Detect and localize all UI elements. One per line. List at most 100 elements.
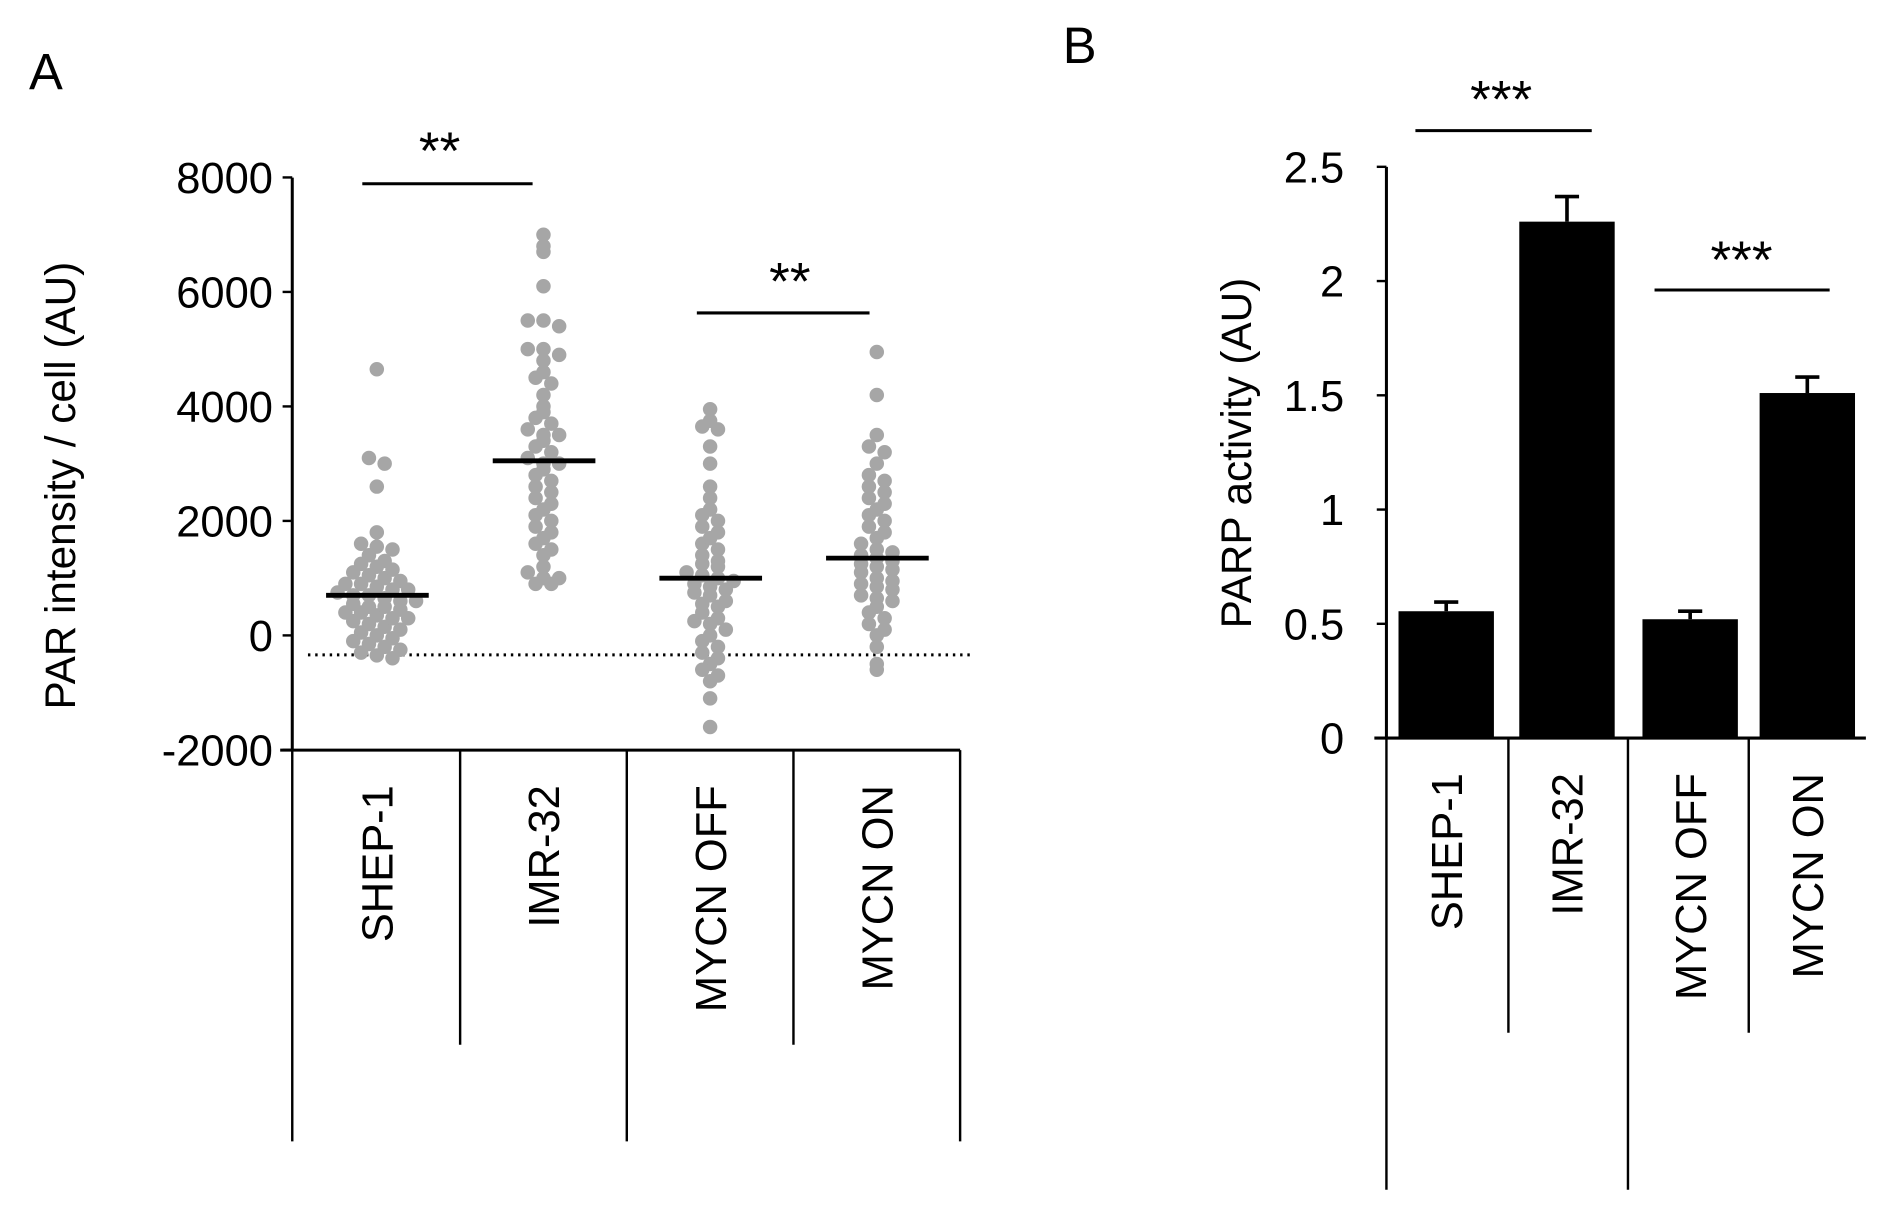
data-point bbox=[536, 278, 551, 294]
data-point bbox=[695, 633, 710, 649]
data-point bbox=[393, 622, 408, 637]
data-point bbox=[877, 485, 892, 500]
data-point bbox=[869, 456, 885, 471]
category-label: IMR-32 bbox=[1545, 773, 1593, 916]
data-point bbox=[853, 536, 869, 552]
data-point bbox=[544, 444, 559, 460]
data-point bbox=[702, 439, 718, 454]
data-point bbox=[869, 344, 885, 360]
data-point bbox=[710, 553, 726, 569]
data-point bbox=[885, 573, 900, 589]
data-point bbox=[869, 639, 885, 655]
data-point bbox=[544, 473, 559, 489]
data-point bbox=[718, 593, 734, 609]
y-tick-label: 1.5 bbox=[1284, 373, 1344, 421]
y-tick-label: 0.5 bbox=[1284, 602, 1344, 650]
category-label: MYCN OFF bbox=[1668, 773, 1716, 1000]
data-point bbox=[346, 633, 361, 649]
data-point bbox=[861, 519, 877, 534]
data-point bbox=[877, 444, 892, 460]
data-point bbox=[702, 413, 718, 428]
y-tick-label: -2000 bbox=[162, 728, 273, 776]
data-point bbox=[544, 542, 559, 557]
data-point bbox=[551, 427, 567, 443]
data-point bbox=[544, 376, 559, 391]
significance-label: *** bbox=[1710, 231, 1772, 290]
data-point bbox=[877, 525, 892, 540]
data-point bbox=[338, 576, 353, 592]
data-point bbox=[710, 513, 726, 529]
category-label: SHEP-1 bbox=[355, 785, 403, 942]
data-point bbox=[702, 691, 718, 706]
data-point bbox=[393, 573, 408, 589]
data-point bbox=[536, 570, 551, 586]
data-point bbox=[536, 353, 551, 368]
data-point bbox=[869, 387, 885, 403]
data-point bbox=[869, 662, 885, 677]
data-point bbox=[536, 238, 551, 254]
y-tick-label: 2.5 bbox=[1284, 145, 1344, 193]
data-point bbox=[536, 559, 551, 574]
data-point bbox=[369, 525, 385, 540]
data-point bbox=[861, 439, 877, 454]
data-point bbox=[877, 622, 892, 637]
y-tick-label: 0 bbox=[1320, 716, 1344, 764]
data-point bbox=[702, 479, 718, 494]
data-point bbox=[536, 313, 551, 328]
y-axis-label-b: PARP activity (AU) bbox=[1213, 278, 1260, 629]
y-tick-label: 0 bbox=[249, 613, 273, 661]
significance-label: *** bbox=[1470, 70, 1532, 129]
data-point bbox=[861, 479, 877, 494]
data-point bbox=[369, 361, 385, 377]
data-point bbox=[861, 490, 877, 506]
data-point bbox=[528, 479, 543, 494]
category-label: SHEP-1 bbox=[1424, 773, 1472, 930]
category-label: MYCN ON bbox=[1785, 773, 1833, 978]
data-point bbox=[718, 622, 734, 637]
data-point bbox=[369, 479, 385, 494]
y-tick-label: 6000 bbox=[176, 270, 273, 318]
data-point bbox=[369, 648, 385, 663]
data-point bbox=[695, 519, 710, 534]
bar bbox=[1642, 619, 1738, 739]
data-point bbox=[385, 542, 400, 557]
data-point bbox=[544, 496, 559, 511]
data-point bbox=[885, 593, 900, 609]
data-point bbox=[536, 387, 551, 403]
significance-label: ** bbox=[769, 253, 810, 312]
y-tick-label: 2000 bbox=[176, 499, 273, 547]
data-point bbox=[544, 485, 559, 500]
data-point bbox=[702, 502, 718, 517]
data-point bbox=[702, 719, 718, 735]
data-point bbox=[536, 427, 551, 443]
y-tick-label: 8000 bbox=[176, 155, 273, 203]
data-point bbox=[385, 651, 400, 666]
data-point bbox=[520, 422, 536, 437]
category-label: IMR-32 bbox=[521, 785, 569, 928]
panel-b: B PARP activity (AU) 2.5 2 1.5 1 0.5 0 SHEP-1… bbox=[1063, 17, 1866, 1190]
data-point bbox=[536, 364, 551, 380]
data-point bbox=[520, 341, 536, 357]
data-point bbox=[710, 610, 726, 626]
category-label: MYCN OFF bbox=[688, 785, 736, 1012]
data-point bbox=[695, 548, 710, 563]
data-point bbox=[710, 639, 726, 655]
data-point bbox=[361, 599, 377, 615]
y-tick-label: 1 bbox=[1320, 487, 1344, 535]
bar bbox=[1398, 611, 1494, 739]
data-point bbox=[377, 456, 392, 471]
data-point bbox=[710, 542, 726, 557]
data-point bbox=[869, 570, 885, 586]
panel-a: A PAR intensity / cell (AU) 8000 6000 4000… bbox=[29, 44, 974, 1142]
data-point bbox=[877, 496, 892, 511]
data-point bbox=[536, 399, 551, 414]
data-point bbox=[551, 319, 567, 334]
panel-label-b: B bbox=[1063, 17, 1097, 74]
data-point bbox=[544, 416, 559, 431]
y-tick-label: 2 bbox=[1320, 259, 1344, 307]
data-point bbox=[695, 662, 710, 677]
data-point bbox=[710, 525, 726, 540]
data-point bbox=[544, 513, 559, 529]
bar bbox=[1519, 221, 1615, 739]
